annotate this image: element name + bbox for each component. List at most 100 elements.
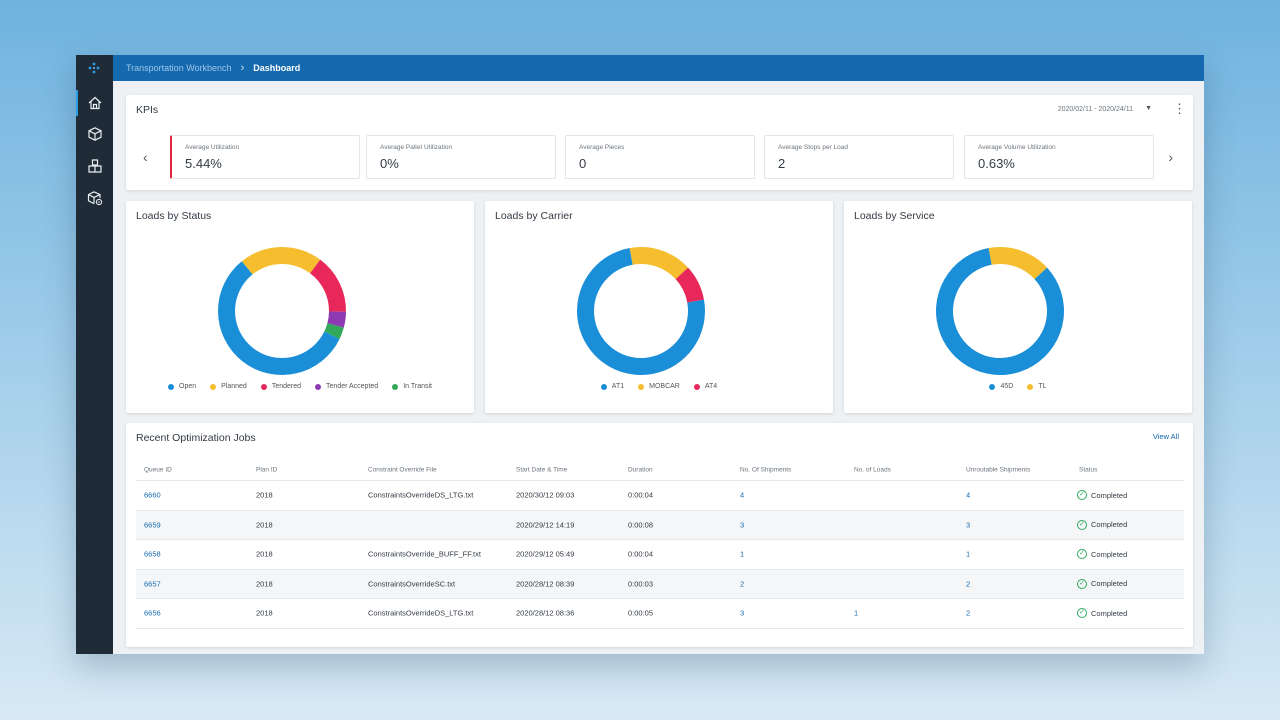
unroutable-count[interactable]: 4 — [966, 490, 971, 500]
legend-swatch — [1027, 383, 1034, 390]
queue-id-link[interactable]: 6656 — [144, 608, 161, 618]
legend-item[interactable]: TL — [1027, 383, 1047, 390]
status-badge: ✓ Completed — [1077, 519, 1128, 530]
legend-item[interactable]: 45D — [989, 383, 1013, 390]
kpi-label: Average Utilization — [185, 144, 240, 151]
package-icon — [87, 127, 102, 141]
unroutable-count[interactable]: 3 — [966, 520, 971, 530]
start-date: 2020/28/12 08:36 — [516, 608, 575, 618]
table-row[interactable]: 6656 2018 ConstraintsOverrideDS_LTG.txt … — [136, 599, 1184, 629]
column-header[interactable]: Constraint Override File — [368, 466, 437, 473]
chevron-right-icon[interactable]: › — [1168, 149, 1173, 165]
table-row[interactable]: 6658 2018 ConstraintsOverride_BUFF_FF.tx… — [136, 540, 1184, 570]
shipments-count[interactable]: 2 — [740, 579, 745, 589]
unroutable-count[interactable]: 2 — [966, 579, 971, 589]
legend-item[interactable]: Tendered — [260, 383, 301, 390]
legend-item[interactable]: Planned — [210, 383, 247, 390]
chart-title: Loads by Carrier — [495, 210, 573, 222]
kpi-tile-average-utilization[interactable]: Average Utilization 5.44% — [170, 135, 360, 179]
shipments-count[interactable]: 3 — [740, 608, 745, 618]
legend-swatch — [168, 383, 174, 390]
legend-item[interactable]: Open — [168, 383, 196, 390]
donut-slice-tender-accepted[interactable] — [327, 311, 346, 328]
package-settings-icon — [87, 191, 102, 206]
duration: 0:00:08 — [628, 520, 654, 530]
legend-item[interactable]: MOBCAR — [638, 383, 680, 390]
column-header[interactable]: No. Of Shipments — [740, 466, 792, 473]
constraint-file: ConstraintsOverrideDS_LTG.txt — [368, 490, 474, 500]
legend-label: MOBCAR — [649, 383, 680, 390]
chart-card-loads-by-status: Loads by Status Open Planned Tendered Tende… — [126, 201, 474, 413]
chart-legend: AT1 MOBCAR AT4 — [485, 383, 833, 390]
plan-id: 2018 — [256, 549, 273, 559]
chart-card-loads-by-service: Loads by Service 45D TL — [844, 201, 1192, 413]
donut-slice-in-transit[interactable] — [324, 323, 344, 339]
sidebar-item-home[interactable] — [76, 90, 113, 116]
legend-label: TL — [1038, 383, 1047, 390]
caret-down-icon[interactable]: ▼ — [1145, 105, 1152, 112]
donut-slice-open[interactable] — [217, 261, 340, 375]
chevron-left-icon[interactable]: ‹ — [143, 149, 148, 165]
legend-item[interactable]: In Transit — [392, 383, 432, 390]
table-row[interactable]: 6657 2018 ConstraintsOverrideSC.txt 2020… — [136, 569, 1184, 599]
kpi-tile-average-pallet-utilization[interactable]: Average Pallet Utilization 0% — [366, 135, 556, 179]
queue-id-link[interactable]: 6658 — [144, 549, 161, 559]
plan-id: 2018 — [256, 579, 273, 589]
breadcrumb-parent[interactable]: Transportation Workbench — [126, 63, 232, 73]
date-range-selector[interactable]: 2020/02/11 - 2020/24/11 — [1057, 106, 1133, 113]
column-header[interactable]: No. of Loads — [854, 466, 891, 473]
shipments-count[interactable]: 1 — [740, 549, 745, 559]
queue-id-link[interactable]: 6657 — [144, 579, 161, 589]
legend-item[interactable]: AT4 — [693, 383, 718, 390]
more-options-icon[interactable]: ⋮ — [1173, 101, 1186, 116]
legend-swatch — [260, 383, 267, 390]
legend-label: AT4 — [704, 383, 718, 390]
kpi-title: KPIs — [136, 104, 159, 116]
column-header[interactable]: Duration — [628, 466, 653, 473]
column-header[interactable]: Start Date & Time — [516, 466, 568, 473]
chart-title: Loads by Service — [854, 210, 935, 222]
loads-count[interactable]: 1 — [854, 608, 859, 618]
status-label: Completed — [1091, 520, 1128, 530]
sidebar-item-loads[interactable] — [76, 153, 113, 179]
kpi-value: 0 — [579, 156, 587, 171]
donut-slice-mobcar[interactable] — [629, 247, 689, 280]
duration: 0:00:05 — [628, 608, 654, 618]
column-header[interactable]: Queue ID — [144, 466, 172, 473]
column-header[interactable]: Status — [1079, 466, 1098, 473]
sidebar-item-optimization[interactable] — [76, 185, 113, 211]
legend-item[interactable]: Tender Accepted — [315, 383, 378, 390]
kpi-tile-average-stops-per-load[interactable]: Average Stops per Load 2 — [764, 135, 954, 179]
table-row[interactable]: 6660 2018 ConstraintsOverrideDS_LTG.txt … — [136, 481, 1184, 511]
legend-label: AT1 — [611, 383, 625, 390]
kpi-tile-average-pieces[interactable]: Average Pieces 0 — [565, 135, 755, 179]
table-header: Queue ID Plan ID Constraint Override Fil… — [136, 459, 1184, 481]
donut-slice-planned[interactable] — [241, 247, 321, 275]
donut-chart-loads-by-carrier — [577, 247, 705, 375]
column-header[interactable]: Plan ID — [256, 466, 278, 473]
legend-label: Open — [179, 383, 197, 390]
duration: 0:00:04 — [628, 549, 654, 559]
unroutable-count[interactable]: 2 — [966, 608, 971, 618]
legend-label: 45D — [1000, 383, 1014, 390]
donut-slice-tl[interactable] — [988, 247, 1048, 280]
shipments-count[interactable]: 3 — [740, 520, 745, 530]
check-circle-icon: ✓ — [1077, 549, 1087, 560]
plan-id: 2018 — [256, 608, 273, 618]
unroutable-count[interactable]: 1 — [966, 549, 971, 559]
view-all-link[interactable]: View All — [1152, 432, 1179, 441]
chart-card-loads-by-carrier: Loads by Carrier AT1 MOBCAR AT4 — [485, 201, 833, 413]
sidebar-item-shipments[interactable] — [76, 121, 113, 147]
table-row[interactable]: 6659 2018 2020/29/12 14:19 0:00:08 3 3 ✓… — [136, 510, 1184, 540]
donut-slice-at4[interactable] — [675, 267, 704, 303]
start-date: 2020/29/12 05:49 — [516, 549, 575, 559]
legend-item[interactable]: AT1 — [600, 383, 625, 390]
kpi-value: 5.44% — [185, 156, 222, 171]
queue-id-link[interactable]: 6659 — [144, 520, 161, 530]
shipments-count[interactable]: 4 — [740, 490, 745, 500]
queue-id-link[interactable]: 6660 — [144, 490, 161, 500]
donut-slice-tendered[interactable] — [310, 259, 346, 312]
sidebar — [76, 55, 113, 654]
column-header[interactable]: Unroutable Shipments — [966, 466, 1031, 473]
kpi-tile-average-volume-utilization[interactable]: Average Volume Utilization 0.63% — [964, 135, 1154, 179]
